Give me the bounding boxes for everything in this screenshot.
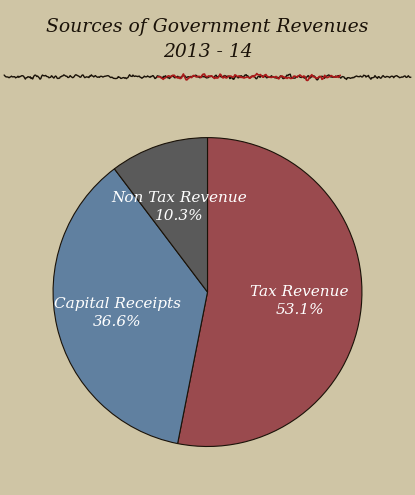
Text: Non Tax Revenue
10.3%: Non Tax Revenue 10.3% <box>111 191 247 223</box>
Text: Capital Receipts
36.6%: Capital Receipts 36.6% <box>54 297 181 329</box>
Wedge shape <box>115 138 208 292</box>
Wedge shape <box>53 169 208 444</box>
Text: 2013 - 14: 2013 - 14 <box>163 43 252 61</box>
Text: Sources of Government Revenues: Sources of Government Revenues <box>46 18 369 36</box>
Text: Tax Revenue
53.1%: Tax Revenue 53.1% <box>251 285 349 317</box>
Wedge shape <box>178 138 362 446</box>
